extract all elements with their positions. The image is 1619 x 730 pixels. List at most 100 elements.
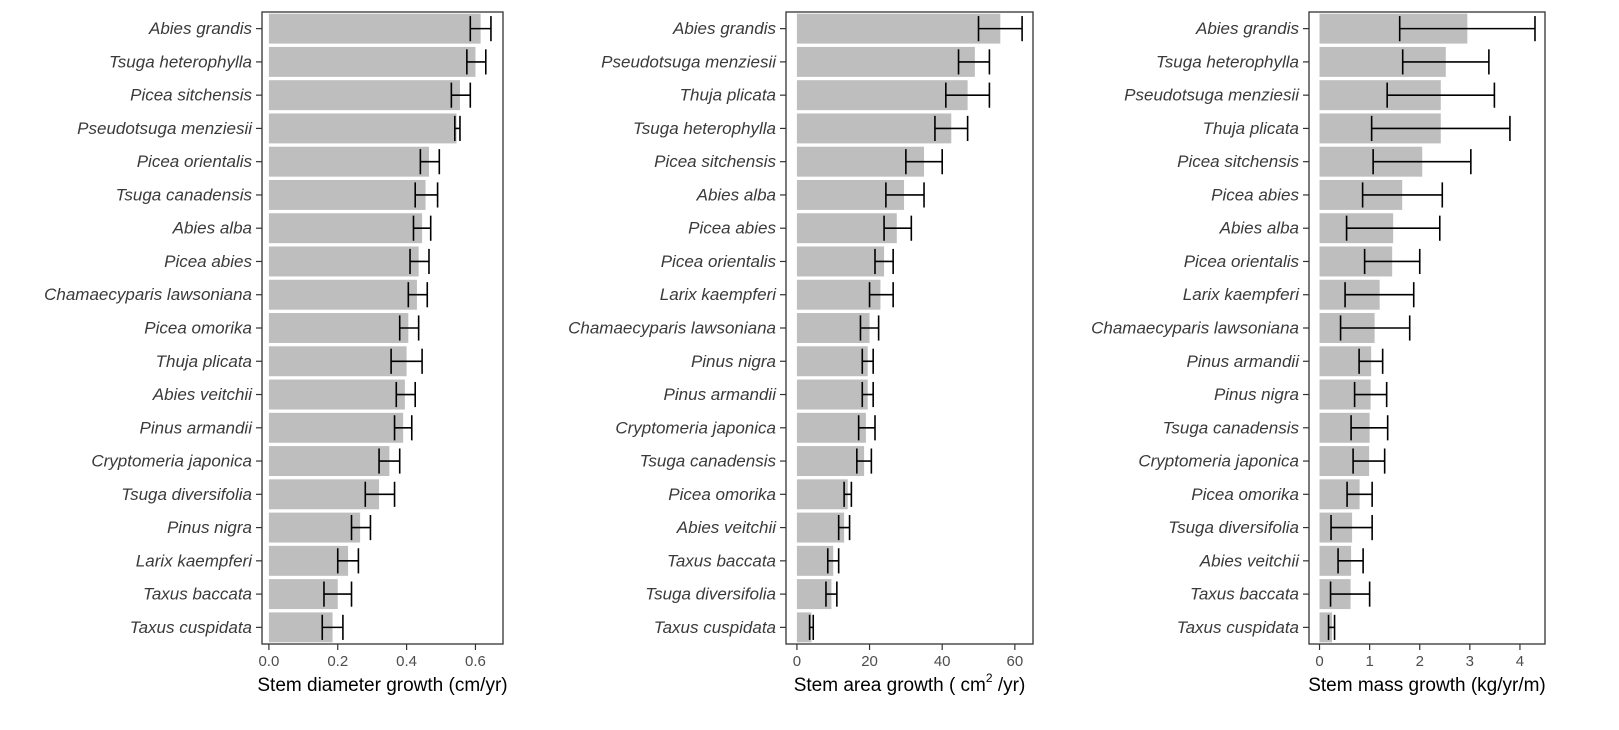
category-label: Tsuga heterophylla: [109, 52, 252, 71]
category-label: Thuja plicata: [156, 352, 252, 371]
category-label: Picea abies: [688, 219, 776, 238]
bar: [796, 313, 870, 343]
x-axis-title: Stem area growth ( cm2 /yr): [794, 671, 1026, 696]
category-label: Chamaecyparis lawsoniana: [568, 319, 776, 338]
bar: [268, 346, 407, 377]
category-label: Picea orientalis: [1184, 252, 1300, 271]
bar: [796, 246, 885, 277]
category-label: Abies alba: [696, 185, 776, 204]
bar: [796, 379, 868, 410]
bar: [268, 246, 419, 277]
x-tick-label: 0: [793, 653, 801, 670]
x-tick-label: 3: [1466, 653, 1474, 670]
category-label: Tsuga canadensis: [116, 185, 253, 204]
category-label: Pinus armandii: [1187, 352, 1301, 371]
x-tick-label: 4: [1516, 653, 1524, 670]
category-label: Picea orientalis: [137, 152, 253, 171]
x-tick-label: 60: [1006, 653, 1023, 670]
category-label: Thuja plicata: [1203, 119, 1299, 138]
area-panel: Abies grandis Pseudotsuga menziesii Thuja …: [568, 11, 1034, 696]
category-label: Larix kaempferi: [1183, 285, 1300, 304]
category-label: Taxus cuspidata: [1177, 618, 1299, 637]
category-label: Pinus nigra: [1214, 385, 1299, 404]
bar: [268, 412, 404, 443]
bar: [796, 80, 968, 111]
x-tick-label: 40: [934, 653, 951, 670]
category-label: Pinus nigra: [691, 352, 776, 371]
category-label: Picea sitchensis: [1177, 152, 1299, 171]
category-label: Abies grandis: [148, 19, 253, 38]
panel-border: [1308, 11, 1546, 645]
bar: [268, 179, 426, 210]
bar: [796, 13, 1001, 44]
bar: [796, 412, 866, 443]
bar: [268, 213, 423, 244]
bar: [796, 113, 952, 144]
category-label: Abies alba: [1219, 219, 1299, 238]
x-tick-label: 2: [1416, 653, 1424, 670]
category-label: Abies alba: [172, 219, 252, 238]
panel-border: [785, 11, 1034, 645]
bar: [796, 446, 865, 477]
x-tick-label: 1: [1365, 653, 1373, 670]
bar: [268, 46, 476, 77]
category-label: Taxus cuspidata: [130, 618, 252, 637]
category-label: Pseudotsuga menziesii: [601, 52, 777, 71]
category-label: Larix kaempferi: [660, 285, 777, 304]
bar: [796, 46, 975, 77]
category-label: Tsuga diversifolia: [1168, 518, 1299, 537]
category-label: Thuja plicata: [680, 86, 776, 105]
bar: [268, 512, 361, 543]
category-label: Picea abies: [164, 252, 252, 271]
bar: [796, 213, 897, 244]
category-label: Picea omorika: [144, 319, 252, 338]
bar: [796, 279, 881, 310]
category-label: Picea omorika: [668, 485, 776, 504]
category-label: Picea sitchensis: [130, 86, 252, 105]
diameter-panel: Abies grandis Tsuga heterophylla Picea sit…: [44, 11, 508, 696]
category-label: Abies veitchii: [676, 518, 777, 537]
category-label: Cryptomeria japonica: [615, 418, 776, 437]
x-tick-label: 20: [861, 653, 878, 670]
bar: [796, 146, 925, 177]
category-label: Tsuga diversifolia: [121, 485, 252, 504]
bar: [796, 479, 848, 510]
x-tick-label: 0.0: [258, 653, 279, 670]
bar: [796, 512, 845, 543]
category-label: Pseudotsuga menziesii: [77, 119, 253, 138]
category-label: Picea sitchensis: [654, 152, 776, 171]
category-label: Cryptomeria japonica: [1138, 452, 1299, 471]
category-label: Picea omorika: [1191, 485, 1299, 504]
panel-border: [261, 11, 504, 645]
category-label: Picea abies: [1211, 185, 1299, 204]
category-label: Cryptomeria japonica: [91, 452, 252, 471]
bar: [268, 446, 390, 477]
category-label: Abies grandis: [1195, 19, 1300, 38]
bar: [268, 146, 429, 177]
bar: [268, 113, 457, 144]
category-label: Abies veitchii: [152, 385, 253, 404]
bar: [268, 13, 481, 44]
category-label: Pseudotsuga menziesii: [1124, 86, 1300, 105]
bar: [268, 279, 417, 310]
category-label: Tsuga heterophylla: [633, 119, 776, 138]
bar: [796, 346, 868, 377]
category-label: Pinus armandii: [664, 385, 778, 404]
x-tick-label: 0.4: [396, 653, 417, 670]
bar: [268, 545, 349, 576]
category-label: Tsuga canadensis: [1163, 418, 1300, 437]
category-label: Taxus baccata: [667, 551, 776, 570]
category-label: Taxus baccata: [1190, 585, 1299, 604]
category-label: Chamaecyparis lawsoniana: [1091, 319, 1299, 338]
category-label: Tsuga heterophylla: [1156, 52, 1299, 71]
bar: [268, 479, 380, 510]
category-label: Pinus armandii: [140, 418, 254, 437]
mass-panel: Abies grandis Tsuga heterophylla Pseudotsu…: [1091, 11, 1546, 696]
x-tick-label: 0.6: [465, 653, 486, 670]
category-label: Chamaecyparis lawsoniana: [44, 285, 252, 304]
x-axis-title: Stem diameter growth (cm/yr): [257, 675, 507, 696]
bar: [268, 80, 460, 111]
bar: [268, 313, 409, 343]
category-label: Picea orientalis: [661, 252, 777, 271]
